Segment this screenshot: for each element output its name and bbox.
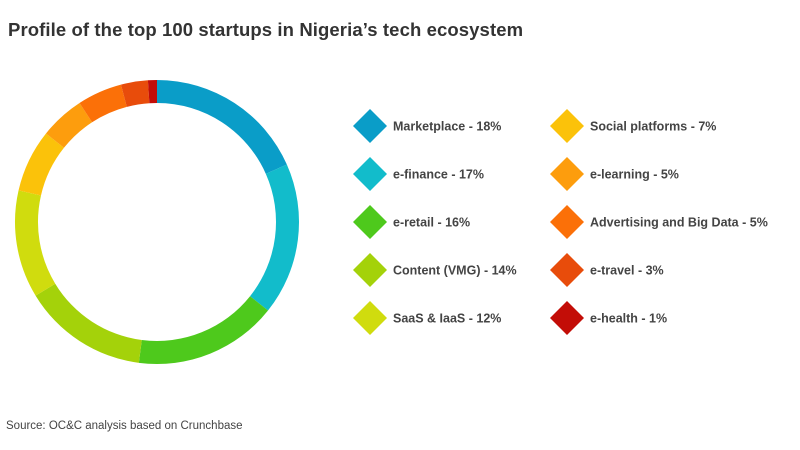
donut-slice-social-platforms (18, 133, 64, 196)
legend-marker-e-health (550, 301, 584, 335)
legend-marker-e-finance (353, 157, 387, 191)
legend-label-marketplace: Marketplace - 18% (393, 120, 501, 134)
donut-slice-e-retail (138, 296, 269, 364)
legend-label-content-vmg: Content (VMG) - 14% (393, 264, 517, 278)
legend-label-e-travel: e-travel - 3% (590, 264, 664, 278)
legend-label-saas-iaas: SaaS & IaaS - 12% (393, 312, 501, 326)
legend-marker-marketplace (353, 109, 387, 143)
donut-slice-e-learning (45, 102, 93, 148)
legend-marker-saas-iaas (353, 301, 387, 335)
legend-marker-social-platforms (550, 109, 584, 143)
donut-slice-content-vmg (35, 283, 142, 363)
legend-marker-e-travel (550, 253, 584, 287)
legend-label-e-finance: e-finance - 17% (393, 168, 484, 182)
donut-slice-e-travel (120, 80, 150, 107)
chart-legend: Marketplace - 18% e-finance - 17% e-retail… (353, 109, 768, 335)
donut-slice-marketplace (157, 80, 287, 174)
chart-title: Profile of the top 100 startups in Niger… (8, 19, 524, 40)
legend-label-advertising-and-big-data: Advertising and Big Data - 5% (590, 216, 768, 230)
source-note: Source: OC&C analysis based on Crunchbas… (6, 420, 243, 432)
legend-marker-e-learning (550, 157, 584, 191)
donut-slices (14, 80, 300, 364)
legend-marker-content-vmg (353, 253, 387, 287)
donut-slice-advertising-and-big-data (79, 84, 127, 123)
legend-marker-advertising-and-big-data (550, 205, 584, 239)
legend-label-e-health: e-health - 1% (590, 312, 667, 326)
donut-slice-e-health (147, 80, 157, 104)
legend-marker-e-retail (353, 205, 387, 239)
legend-label-e-retail: e-retail - 16% (393, 216, 470, 230)
legend-label-e-learning: e-learning - 5% (590, 168, 679, 182)
donut-slice-saas-iaas (14, 190, 56, 296)
legend-label-social-platforms: Social platforms - 7% (590, 120, 716, 134)
donut-slice-e-finance (250, 164, 300, 311)
